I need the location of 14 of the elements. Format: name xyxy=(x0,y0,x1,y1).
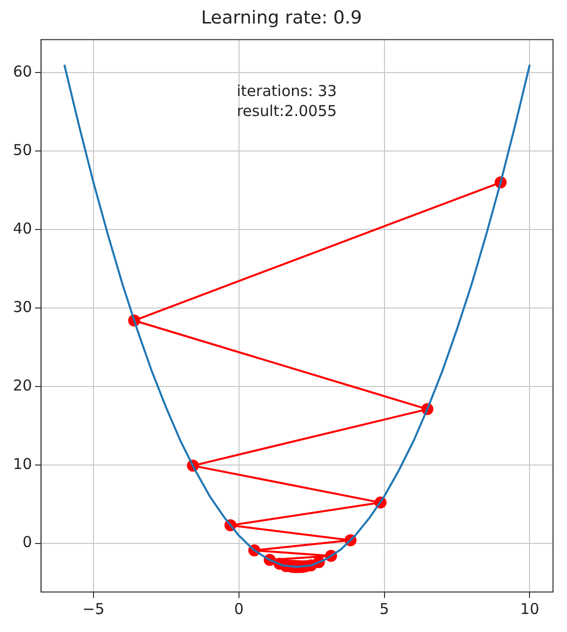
x-tick-label: 10 xyxy=(520,600,540,618)
y-tick-label: 30 xyxy=(12,298,32,316)
chart-title: Learning rate: 0.9 xyxy=(201,7,362,28)
x-tick-label: 0 xyxy=(234,600,244,618)
y-tick-label: 10 xyxy=(12,454,32,473)
x-tick-label: 5 xyxy=(380,600,390,618)
annotation: result:2.0055 xyxy=(236,102,337,120)
y-tick-label: 20 xyxy=(12,376,32,394)
y-tick-label: 0 xyxy=(22,533,32,552)
annotation: iterations: 33 xyxy=(236,82,337,100)
y-tick-label: 60 xyxy=(12,62,32,80)
y-tick-label: 40 xyxy=(12,219,32,238)
y-tick-label: 50 xyxy=(12,140,32,159)
x-tick-label: −5 xyxy=(82,600,105,618)
